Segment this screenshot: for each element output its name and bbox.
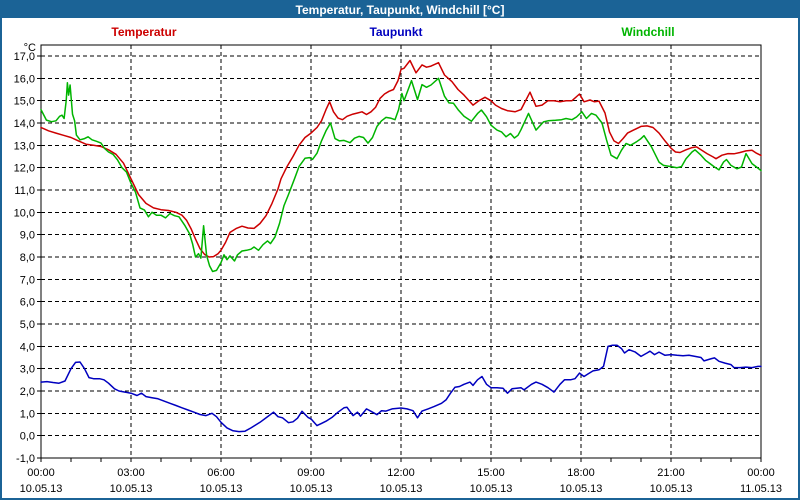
y-tick-label: 14,0 xyxy=(14,118,35,130)
x-tick-date-label: 10.05.13 xyxy=(20,483,63,495)
series-taupunkt-line xyxy=(40,344,762,433)
y-tick-label: 10,0 xyxy=(14,207,35,219)
grid-layer xyxy=(41,45,761,459)
y-tick-label: 1,0 xyxy=(20,408,35,420)
series-windchill-line xyxy=(40,77,762,273)
x-tick-date-label: 11.05.13 xyxy=(740,483,782,495)
y-tick-label: 3,0 xyxy=(20,364,35,376)
y-tick-label: 11,0 xyxy=(14,185,35,197)
y-tick-label: 8,0 xyxy=(20,252,35,264)
x-tick-time-label: 09:00 xyxy=(297,467,325,479)
y-tick-label: 6,0 xyxy=(20,297,35,309)
y-tick-label: 2,0 xyxy=(20,386,35,398)
window-titlebar: Temperatur, Taupunkt, Windchill [°C] xyxy=(2,2,798,18)
x-tick-date-label: 10.05.13 xyxy=(650,483,693,495)
y-tick-label: 16,0 xyxy=(14,73,35,85)
series-temperatur-line xyxy=(40,59,762,258)
chart-legend: Temperatur Taupunkt Windchill xyxy=(111,25,674,39)
chart-canvas: 17,0 16,0 15,0 14,0 13,0 12,0 11,0 10,0 9,0 8,0 7,… xyxy=(14,25,782,495)
legend-temperatur-label: Temperatur xyxy=(111,25,176,39)
y-tick-label: 7,0 xyxy=(20,274,35,286)
x-tick-time-label: 15:00 xyxy=(477,467,505,479)
x-tick-date-label: 10.05.13 xyxy=(290,483,333,495)
y-tick-label: 12,0 xyxy=(14,163,35,175)
y-tick-label: 0,0 xyxy=(20,431,35,443)
x-tick-time-label: 03:00 xyxy=(117,467,145,479)
window-title: Temperatur, Taupunkt, Windchill [°C] xyxy=(295,3,505,17)
x-tick-date-label: 10.05.13 xyxy=(110,483,153,495)
y-tick-label: 17,0 xyxy=(14,51,35,63)
x-tick-time-label: 06:00 xyxy=(207,467,235,479)
x-tick-date-label: 10.05.13 xyxy=(380,483,423,495)
x-tick-date-label: 10.05.13 xyxy=(470,483,513,495)
x-tick-time-label: 21:00 xyxy=(657,467,685,479)
y-tick-label: -1,0 xyxy=(16,453,35,465)
y-tick-label: 13,0 xyxy=(14,140,35,152)
y-tick-label: 5,0 xyxy=(20,319,35,331)
plot-border xyxy=(40,44,762,459)
chart-area: 17,0 16,0 15,0 14,0 13,0 12,0 11,0 10,0 9,0 8,0 7,… xyxy=(2,18,798,498)
x-tick-time-label: 00:00 xyxy=(747,467,775,479)
x-tick-date-label: 10.05.13 xyxy=(200,483,243,495)
legend-taupunkt-label: Taupunkt xyxy=(369,25,422,39)
x-tick-time-label: 12:00 xyxy=(387,467,415,479)
y-tick-label: 15,0 xyxy=(14,96,35,108)
x-tick-time-label: 18:00 xyxy=(567,467,595,479)
legend-windchill-label: Windchill xyxy=(621,25,674,39)
y-tick-label: 9,0 xyxy=(20,230,35,242)
x-tick-date-label: 10.05.13 xyxy=(560,483,603,495)
x-tick-time-label: 00:00 xyxy=(27,467,55,479)
y-axis-unit-label: °C xyxy=(24,42,36,54)
axis-layer: 17,0 16,0 15,0 14,0 13,0 12,0 11,0 10,0 9,0 8,0 7,… xyxy=(14,44,782,495)
series-layer xyxy=(40,59,762,433)
y-tick-label: 4,0 xyxy=(20,341,35,353)
